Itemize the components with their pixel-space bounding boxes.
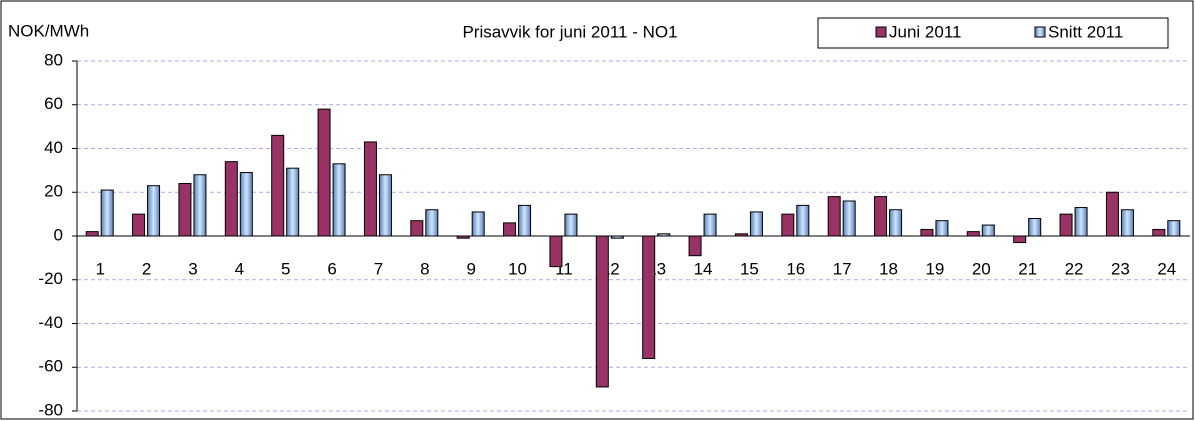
bar — [332, 163, 346, 237]
bar — [425, 209, 439, 237]
bar — [564, 213, 578, 237]
x-tick-label: 18 — [879, 259, 898, 278]
x-tick-label: 16 — [786, 259, 805, 278]
bar — [935, 220, 949, 237]
y-axis-title: NOK/MWh — [8, 21, 89, 40]
x-tick-label: 6 — [327, 259, 336, 278]
bar — [749, 211, 763, 237]
x-tick-label: 23 — [1111, 259, 1130, 278]
bar — [471, 211, 485, 237]
bar — [1028, 218, 1042, 237]
y-tick-label: 80 — [44, 50, 63, 69]
bar — [271, 134, 285, 237]
x-tick-label: 4 — [235, 259, 244, 278]
bar — [132, 213, 146, 237]
x-tick-label: 22 — [1065, 259, 1084, 278]
y-tick-label: 0 — [54, 225, 63, 244]
x-tick-label: 20 — [972, 259, 991, 278]
bar — [1167, 220, 1181, 237]
y-tick-label: -20 — [38, 269, 63, 288]
x-tick-label: 1 — [95, 259, 104, 278]
bar — [410, 220, 424, 237]
bar — [827, 196, 841, 237]
bar — [100, 189, 114, 237]
bar — [842, 200, 856, 237]
legend-label: Juni 2011 — [889, 22, 961, 41]
x-tick-label: 21 — [1018, 259, 1037, 278]
bar — [224, 161, 238, 237]
bar — [378, 174, 392, 237]
bar — [518, 204, 532, 237]
legend-label: Snitt 2011 — [1048, 22, 1123, 41]
x-tick-label: 3 — [188, 259, 197, 278]
y-tick-label: 60 — [44, 94, 63, 113]
x-tick-label: 14 — [694, 259, 713, 278]
bar — [966, 231, 980, 237]
x-tick-label: 24 — [1157, 259, 1176, 278]
bar — [595, 235, 609, 388]
y-tick-label: -80 — [38, 400, 63, 419]
x-tick-label: 8 — [420, 259, 429, 278]
y-tick-label: -60 — [38, 357, 63, 376]
x-tick-label: 15 — [740, 259, 759, 278]
bar — [178, 183, 192, 237]
bar — [781, 213, 795, 237]
x-tick-label: 17 — [833, 259, 852, 278]
bar — [920, 228, 934, 237]
bar — [239, 172, 253, 237]
bar — [193, 174, 207, 237]
bar — [642, 235, 656, 359]
legend-swatch — [875, 26, 887, 38]
bar — [688, 235, 702, 257]
bar — [1105, 191, 1119, 237]
bar — [85, 231, 99, 237]
y-tick-label: 40 — [44, 138, 63, 157]
bar — [703, 213, 717, 237]
bar — [1120, 209, 1134, 237]
bar — [796, 204, 810, 237]
bar — [317, 108, 331, 237]
bar — [981, 224, 995, 237]
bar — [1013, 235, 1027, 244]
x-tick-label: 5 — [281, 259, 290, 278]
chart-title: Prisavvik for juni 2011 - NO1 — [462, 22, 677, 41]
bar — [1074, 207, 1088, 237]
y-tick-label: 20 — [44, 182, 63, 201]
bar — [503, 222, 517, 237]
x-tick-label: 9 — [466, 259, 475, 278]
legend-swatch — [1034, 26, 1046, 38]
bar — [549, 235, 563, 268]
x-tick-label: 19 — [925, 259, 944, 278]
x-tick-label: 10 — [508, 259, 527, 278]
bar — [286, 167, 300, 237]
x-tick-label: 7 — [374, 259, 383, 278]
bar — [1059, 213, 1073, 237]
bar — [874, 196, 888, 237]
bar — [363, 141, 377, 237]
bar — [1152, 228, 1166, 237]
bar — [147, 185, 161, 237]
x-tick-label: 2 — [142, 259, 151, 278]
bar — [889, 209, 903, 237]
y-tick-label: -40 — [38, 313, 63, 332]
